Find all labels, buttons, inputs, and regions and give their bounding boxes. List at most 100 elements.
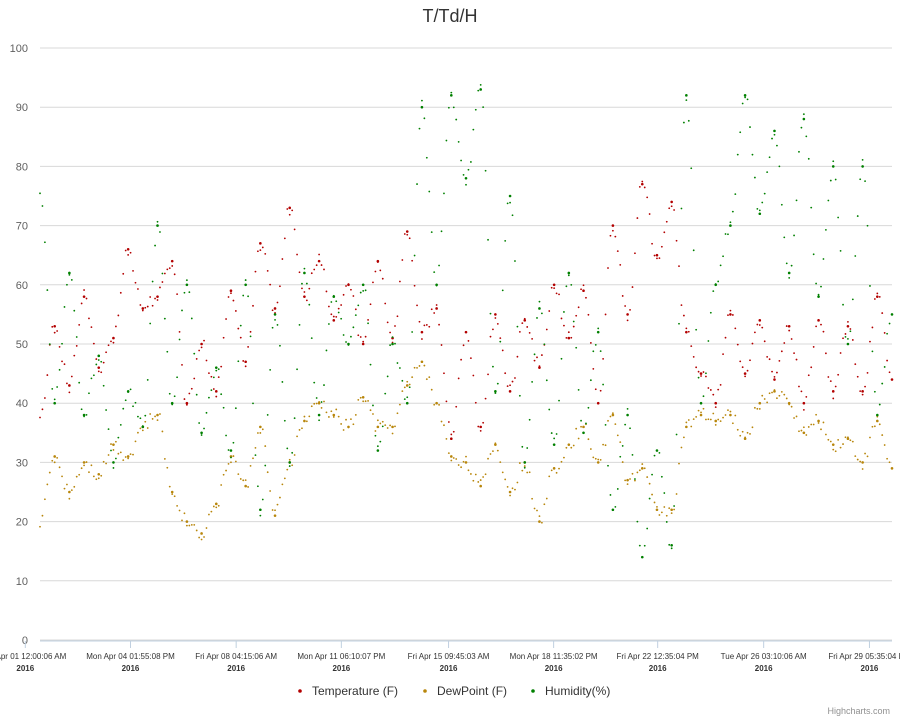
data-point[interactable] <box>567 271 571 275</box>
data-point[interactable] <box>479 484 482 488</box>
data-point[interactable] <box>244 283 247 287</box>
data-point[interactable] <box>53 324 56 328</box>
data-point[interactable] <box>361 283 365 287</box>
data-point[interactable] <box>391 425 394 429</box>
data-point[interactable] <box>743 437 747 441</box>
data-point[interactable] <box>435 307 438 310</box>
data-point[interactable] <box>200 342 203 346</box>
data-point[interactable] <box>317 413 321 417</box>
data-point[interactable] <box>508 390 512 393</box>
data-point[interactable] <box>611 224 615 227</box>
data-point[interactable] <box>170 490 174 494</box>
data-point[interactable] <box>758 319 762 322</box>
data-point[interactable] <box>508 490 512 494</box>
data-point[interactable] <box>846 342 850 346</box>
data-point[interactable] <box>244 360 247 364</box>
data-point[interactable] <box>391 342 394 346</box>
data-point[interactable] <box>405 401 409 405</box>
data-point[interactable] <box>670 200 673 204</box>
data-point[interactable] <box>494 313 497 316</box>
data-point[interactable] <box>332 413 336 417</box>
data-point[interactable] <box>259 425 262 429</box>
data-point[interactable] <box>655 508 659 512</box>
data-point[interactable] <box>156 413 159 417</box>
data-point[interactable] <box>655 253 659 257</box>
data-point[interactable] <box>303 271 306 275</box>
data-point[interactable] <box>685 330 688 334</box>
data-point[interactable] <box>244 484 247 488</box>
data-point[interactable] <box>317 259 321 263</box>
data-point[interactable] <box>317 401 321 405</box>
data-point[interactable] <box>82 413 86 417</box>
data-point[interactable] <box>464 176 468 180</box>
legend[interactable]: Temperature (F) DewPoint (F) Humidity(%) <box>298 684 610 698</box>
data-point[interactable] <box>273 514 277 517</box>
data-point[interactable] <box>699 372 703 375</box>
data-point[interactable] <box>729 224 732 227</box>
data-point[interactable] <box>523 319 527 322</box>
data-point[interactable] <box>685 94 688 97</box>
data-point[interactable] <box>141 307 145 310</box>
data-point[interactable] <box>214 502 218 506</box>
legend-item[interactable]: DewPoint (F) <box>423 684 507 698</box>
data-point[interactable] <box>53 401 56 405</box>
data-point[interactable] <box>538 520 541 523</box>
data-point[interactable] <box>420 330 424 334</box>
data-point[interactable] <box>670 508 673 512</box>
data-point[interactable] <box>214 390 218 393</box>
data-point[interactable] <box>68 384 71 387</box>
data-point[interactable] <box>288 461 292 464</box>
data-point[interactable] <box>259 508 262 512</box>
data-point[interactable] <box>450 455 453 458</box>
data-point[interactable] <box>890 313 894 316</box>
data-point[interactable] <box>831 165 835 168</box>
data-point[interactable] <box>611 413 615 417</box>
data-point[interactable] <box>714 401 718 405</box>
data-point[interactable] <box>450 437 453 441</box>
data-point[interactable] <box>861 165 864 168</box>
data-point[interactable] <box>729 313 732 316</box>
data-point[interactable] <box>126 247 130 251</box>
legend-item[interactable]: Humidity(%) <box>531 684 610 698</box>
data-point[interactable] <box>229 449 233 452</box>
data-point[interactable] <box>303 295 306 298</box>
data-point[interactable] <box>479 425 482 429</box>
data-point[interactable] <box>567 336 571 340</box>
data-point[interactable] <box>861 461 864 464</box>
data-point[interactable] <box>97 366 101 369</box>
data-point[interactable] <box>626 478 629 482</box>
data-point[interactable] <box>743 372 747 375</box>
data-point[interactable] <box>582 425 585 429</box>
data-point[interactable] <box>97 472 101 476</box>
data-point[interactable] <box>773 129 776 133</box>
data-point[interactable] <box>699 413 703 417</box>
data-point[interactable] <box>817 419 820 423</box>
data-point[interactable] <box>112 461 115 464</box>
data-point[interactable] <box>273 313 277 316</box>
data-point[interactable] <box>303 419 306 423</box>
data-point[interactable] <box>185 283 189 287</box>
data-point[interactable] <box>200 532 203 535</box>
data-point[interactable] <box>817 295 820 298</box>
data-point[interactable] <box>596 461 600 464</box>
data-point[interactable] <box>68 271 71 275</box>
data-point[interactable] <box>420 105 424 109</box>
data-point[interactable] <box>640 182 644 186</box>
data-point[interactable] <box>876 419 879 423</box>
data-point[interactable] <box>376 449 380 452</box>
data-point[interactable] <box>494 443 497 446</box>
data-point[interactable] <box>361 395 365 399</box>
data-point[interactable] <box>229 289 233 293</box>
legend-item[interactable]: Temperature (F) <box>298 684 398 698</box>
data-point[interactable] <box>831 443 835 446</box>
data-point[interactable] <box>53 455 56 458</box>
data-point[interactable] <box>405 384 409 387</box>
data-point[interactable] <box>82 461 86 464</box>
data-point[interactable] <box>361 342 365 346</box>
data-point[interactable] <box>831 390 835 393</box>
data-point[interactable] <box>97 354 101 358</box>
data-point[interactable] <box>890 467 894 470</box>
data-point[interactable] <box>773 378 776 381</box>
data-point[interactable] <box>861 390 864 393</box>
data-point[interactable] <box>582 289 585 293</box>
